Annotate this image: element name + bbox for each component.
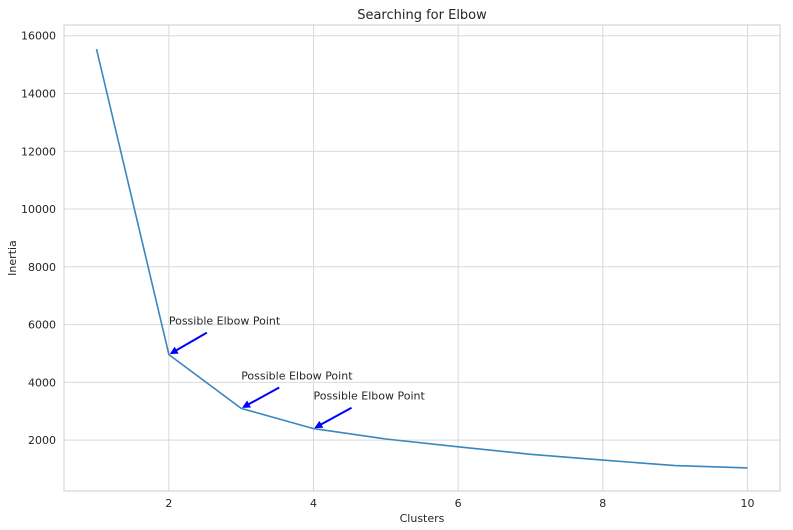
x-tick-label: 2 xyxy=(165,497,172,510)
x-tick-label: 8 xyxy=(599,497,606,510)
y-axis-label: Inertia xyxy=(6,240,19,276)
x-tick-label: 4 xyxy=(310,497,317,510)
y-tick-label: 8000 xyxy=(28,261,56,274)
annotation-arrow xyxy=(169,331,208,355)
annotation-label: Possible Elbow Point xyxy=(241,369,353,382)
grid xyxy=(64,25,780,491)
y-tick-label: 12000 xyxy=(21,145,56,158)
y-tick-label: 2000 xyxy=(28,434,56,447)
chart-title: Searching for Elbow xyxy=(357,8,487,23)
plot-frame xyxy=(63,24,781,492)
y-tick-label: 6000 xyxy=(28,319,56,332)
annotations: Possible Elbow Point Possible Elbow Point… xyxy=(169,315,426,429)
annotation-arrow xyxy=(314,406,352,429)
y-tick-label: 14000 xyxy=(21,87,56,100)
x-axis-label: Clusters xyxy=(400,512,445,525)
y-tick-label: 4000 xyxy=(28,376,56,389)
annotation-label: Possible Elbow Point xyxy=(314,390,426,403)
series xyxy=(95,48,748,469)
annotation-arrow xyxy=(242,386,280,408)
y-tick-label: 16000 xyxy=(21,30,56,43)
tick-labels: 2 4 6 8 10 2000 4000 6000 8000 10000 12000 14000 160… xyxy=(21,30,754,510)
inertia-line xyxy=(95,48,748,469)
y-tick-label: 10000 xyxy=(21,203,56,216)
x-tick-label: 10 xyxy=(740,497,754,510)
x-tick-label: 6 xyxy=(455,497,462,510)
annotation-label: Possible Elbow Point xyxy=(169,315,281,328)
